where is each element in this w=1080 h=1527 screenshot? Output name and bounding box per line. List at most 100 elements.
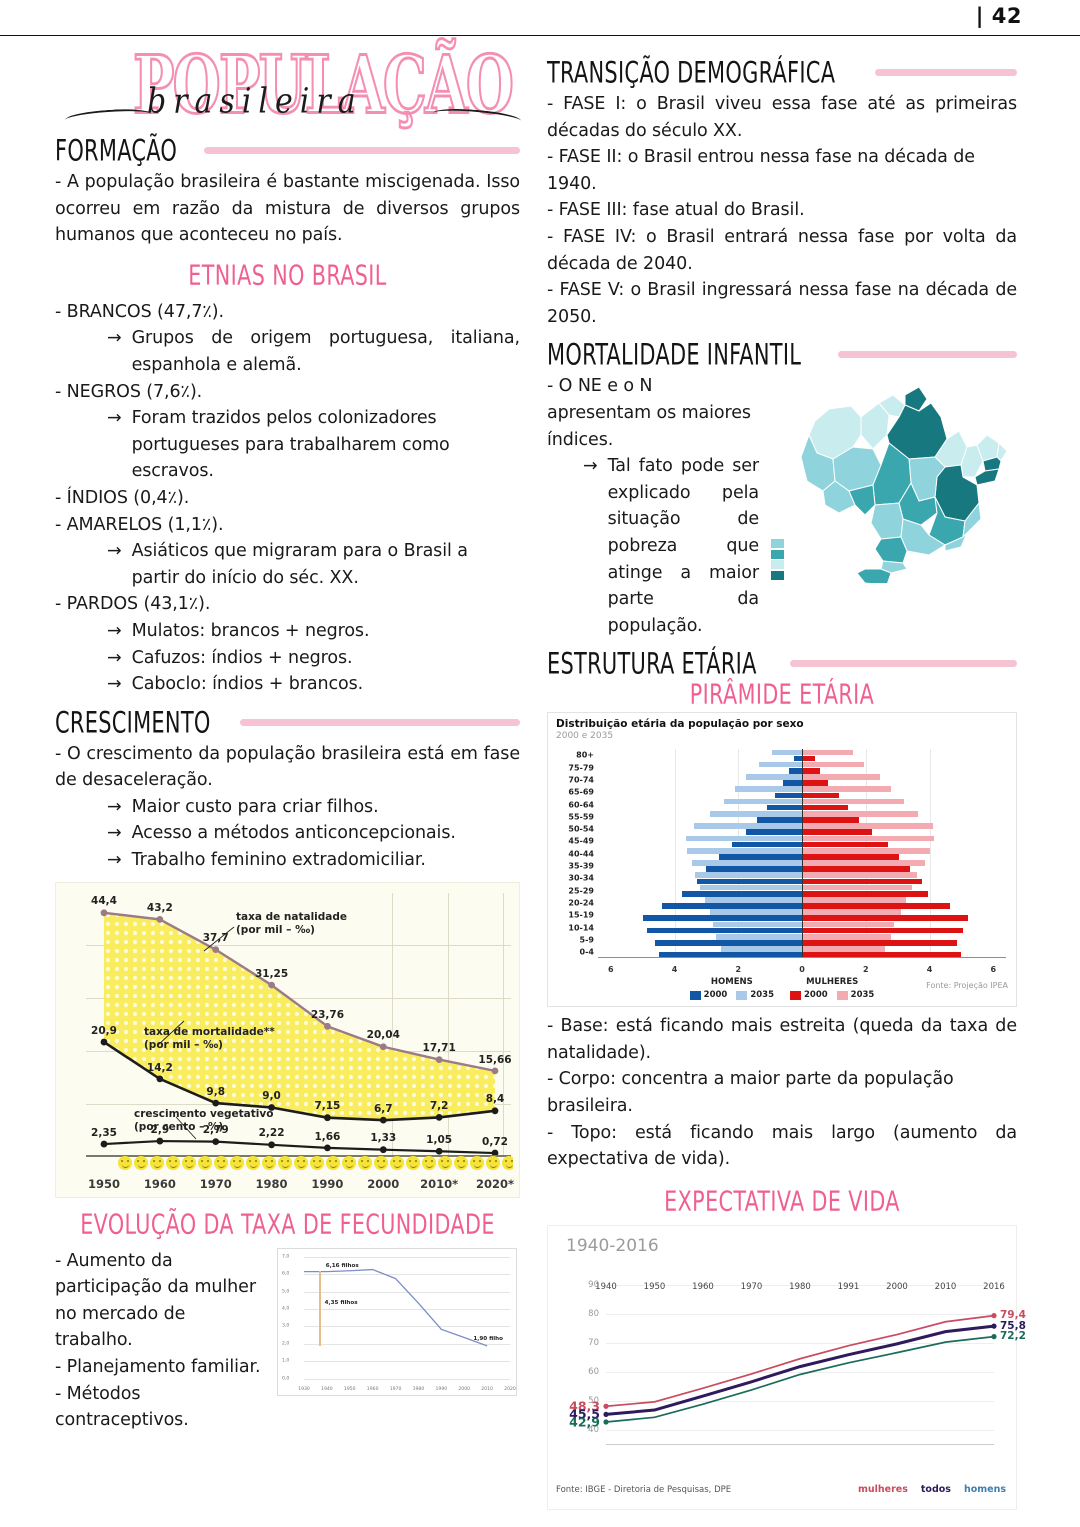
etnia-sub-text: Asiáticos que migraram para o Brasil a p…	[131, 541, 468, 588]
heading-rule	[874, 69, 1017, 76]
bar-homens-2000	[774, 792, 802, 799]
data-label: 6,7	[373, 1102, 393, 1115]
bar-homens-2035	[715, 933, 802, 940]
bar-mulheres-2000	[802, 804, 849, 811]
bar-homens-2000	[782, 780, 802, 786]
etnia-label: - NEGROS (7,6٪).	[55, 381, 203, 402]
legend-label: 2035	[750, 990, 774, 1001]
legend-swatch	[771, 570, 784, 580]
grid-line	[606, 1430, 994, 1432]
x-axis-tick: 4	[671, 965, 678, 975]
grid-line	[606, 1284, 994, 1286]
legend-item: 2000	[689, 990, 727, 1000]
pyramid-row: 5-9	[580, 933, 1006, 946]
bar-mulheres-2035	[802, 884, 912, 891]
page-number: | 42	[975, 4, 1022, 28]
bar-mulheres-2035	[802, 921, 895, 928]
x-axis-tick: 1950	[643, 1281, 666, 1292]
bar-mulheres-2035	[802, 933, 892, 940]
grid-line	[304, 1308, 510, 1310]
chart-expectativa-de-vida: 1940-2016 40 50 60 70 80 90 1940 1950 1960 1970 19…	[547, 1224, 1026, 1510]
smiley-icon	[166, 1155, 180, 1170]
data-label: 23,76	[310, 1008, 345, 1021]
smiley-icon	[230, 1155, 244, 1170]
data-label: 1,66	[314, 1130, 341, 1143]
x-axis-tick: 1980	[412, 1386, 425, 1392]
smiley-icon	[118, 1155, 132, 1170]
bar-homens-2000	[655, 940, 802, 946]
pyramid-row: 65-69	[568, 786, 1006, 799]
pyramid-row: 45-49	[568, 835, 1006, 848]
etnia-sub-text: Grupos de origem portuguesa, italiana, e…	[131, 328, 521, 375]
series-end-label: 79,4	[1000, 1309, 1026, 1322]
transicao-fase-2: - FASE II: o Brasil entrou nessa fase na…	[547, 147, 975, 194]
x-axis-tick: 6	[607, 965, 614, 975]
bar-homens-2035	[692, 860, 802, 866]
crescimento-sub: → Acesso a métodos anticoncepcionais.	[55, 820, 520, 847]
etnia-sub-text: Foram trazidos pelos colonizadores portu…	[131, 408, 450, 482]
mortalidade-text: - O NE e o N apresentam os maiores índic…	[547, 373, 759, 639]
y-axis-tick: 7,0	[282, 1254, 290, 1260]
heading-label: FORMAÇÃO	[55, 133, 178, 168]
bar-mulheres-2000	[802, 890, 928, 897]
pyramid-row: 50-54	[568, 823, 1006, 836]
page-header-rule	[0, 0, 1080, 36]
section-heading-estrutura: ESTRUTURA ETÁRIA	[547, 647, 1017, 681]
data-label: 9,8	[206, 1085, 226, 1098]
bar-homens-2035	[735, 786, 802, 793]
data-label: 0,72	[482, 1135, 508, 1148]
data-label: 44,4	[91, 895, 117, 908]
etnia-sub-text: Mulatos: brancos + negros.	[131, 620, 370, 641]
right-column: TRANSIÇÃO DEMOGRÁFICA - FASE I: o Brasil…	[547, 48, 1026, 1510]
section-heading-formacao: FORMAÇÃO	[55, 133, 520, 168]
bar-homens-2000	[757, 817, 802, 823]
brazil-map-icon	[800, 386, 1008, 586]
age-group-label: 30-34	[568, 873, 594, 883]
bar-mulheres-2035	[802, 774, 881, 780]
bar-homens-2000	[642, 915, 802, 922]
y-axis-tick: 3,0	[282, 1323, 290, 1329]
series-todos	[605, 1324, 995, 1416]
x-axis-label: 1990	[311, 1176, 344, 1191]
arrow-icon: →	[107, 647, 122, 668]
x-axis-tick: 1970	[389, 1386, 402, 1392]
bar-homens-2035	[704, 897, 802, 903]
bar-homens-2035	[700, 884, 802, 891]
x-axis-tick: 2020	[504, 1386, 516, 1392]
smiley-icon	[262, 1155, 276, 1170]
bar-mulheres-2035	[802, 786, 892, 793]
bar-mulheres-2035	[802, 860, 925, 866]
crescimento-paragraph: - O crescimento da população brasileira …	[55, 743, 520, 791]
chart-annotation: 6,16 filhos	[325, 1263, 359, 1270]
x-axis-label: 2010*	[420, 1176, 459, 1191]
chart-natalidade-mortalidade: 44,4 43,2 37,7 31,25 23,76 20,04 17,71 15,66 20,…	[55, 881, 520, 1198]
data-label: 2,9	[150, 1123, 170, 1136]
pyramid-row: 40-44	[568, 847, 1006, 860]
smiley-icon	[454, 1155, 468, 1170]
pyramid-row: 60-64	[568, 798, 1006, 811]
bar-mulheres-2000	[802, 903, 951, 909]
bar-mulheres-2000	[802, 854, 900, 860]
map-legend-row	[771, 539, 879, 549]
data-label: 2,22	[258, 1127, 285, 1140]
map-legend-row	[771, 570, 879, 580]
smiley-icon	[326, 1155, 340, 1170]
bar-homens-2035	[709, 909, 802, 915]
age-group-label: 60-64	[568, 800, 594, 810]
smiley-icon	[278, 1155, 292, 1170]
bar-homens-2000	[696, 878, 802, 885]
grid-line	[929, 749, 931, 959]
expectativa-legend: mulheres todos homens	[858, 1484, 1006, 1495]
subheading-piramide: PIRÂMIDE ETÁRIA	[689, 679, 875, 711]
y-axis-tick: 1,0	[282, 1358, 290, 1364]
series-end-label: 72,2	[1000, 1330, 1026, 1343]
legend-label: 2035	[850, 990, 875, 1001]
heading-label: TRANSIÇÃO DEMOGRÁFICA	[547, 55, 836, 90]
fecundidade-bullet: - Planejamento familiar.	[55, 1357, 261, 1378]
legend-swatch	[736, 990, 748, 1000]
data-label: 43,2	[146, 902, 173, 915]
y-axis-tick: 6,0	[282, 1271, 290, 1277]
data-label: 7,2	[429, 1100, 449, 1113]
page-title: POPULAÇÃO brasileira	[55, 39, 522, 134]
expectativa-source: Fonte: IBGE - Diretoria de Pesquisas, DP…	[556, 1484, 732, 1495]
